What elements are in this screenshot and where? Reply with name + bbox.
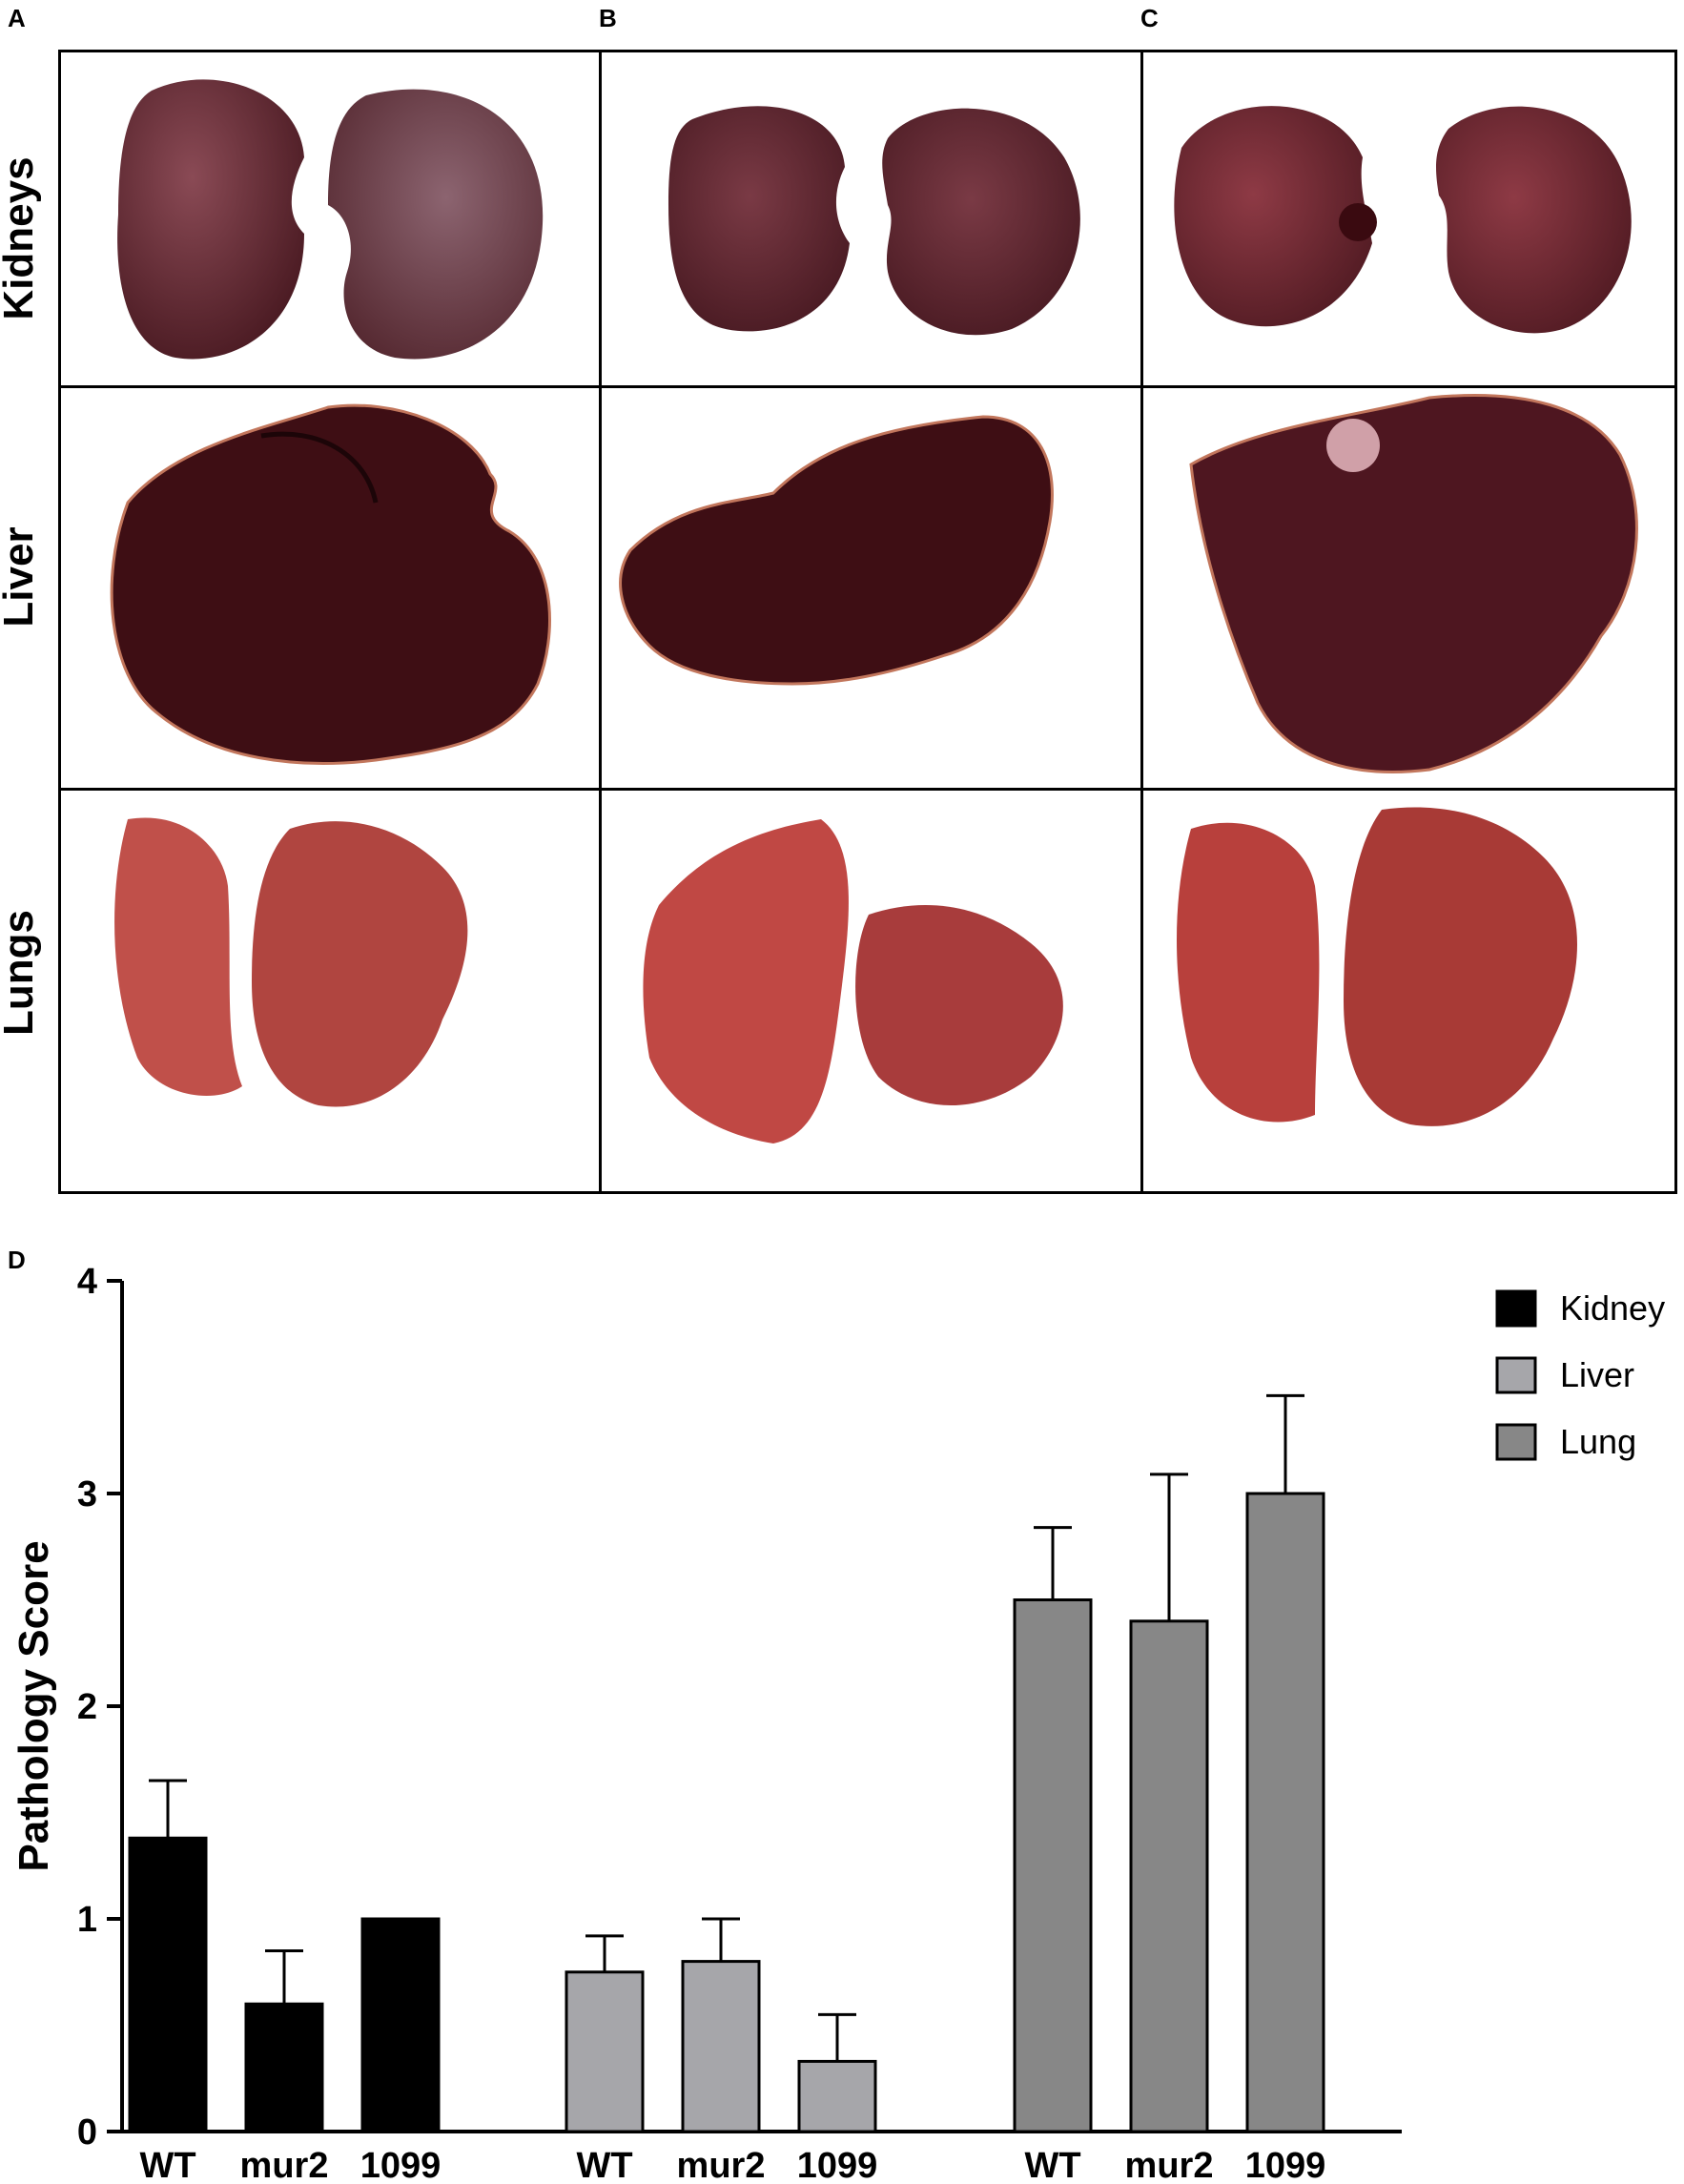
row-label-liver: Liver (0, 526, 42, 628)
grid-divider (1140, 52, 1143, 1191)
legend-swatch-kidney (1495, 1289, 1537, 1328)
liver-photo-c (1189, 394, 1638, 773)
x-tick-label: mur2 (677, 2146, 766, 2184)
lungs-photo-a (114, 817, 468, 1107)
y-tick-label: 0 (77, 2112, 97, 2153)
kidneys-photo-c (1174, 106, 1632, 334)
bar-kidney-wt (128, 1836, 208, 2133)
organ-photo-grid (58, 50, 1677, 1194)
legend-label-lung: Lung (1560, 1422, 1636, 1461)
panel-label-d: D (8, 1246, 26, 1274)
legend-swatch-liver (1495, 1356, 1537, 1394)
x-tick-label: 1099 (360, 2146, 442, 2184)
x-tick-label: mur2 (1125, 2146, 1214, 2184)
x-tick-label: 1099 (1245, 2146, 1326, 2184)
bar-kidney-mur2 (244, 2002, 324, 2133)
chart-legend: Kidney Liver Lung (1495, 1288, 1665, 1461)
x-tick-label: WT (1024, 2146, 1080, 2184)
row-label-kidneys: Kidneys (0, 156, 42, 320)
y-tick-label: 1 (77, 1900, 97, 1940)
x-tick-label: WT (139, 2146, 195, 2184)
bar-lung-1099 (1245, 1492, 1325, 2133)
lungs-photo-b (643, 819, 1063, 1144)
bar-kidney-1099 (360, 1917, 441, 2133)
panel-label-c: C (1140, 4, 1159, 32)
grid-divider (61, 385, 1674, 388)
legend-label-liver: Liver (1560, 1355, 1634, 1394)
chart-x-tick-labels: WT mur2 1099 WT mur2 1099 WT mur2 1099 (139, 2146, 1325, 2184)
bar-lung-mur2 (1129, 1619, 1209, 2133)
lungs-photo-c (1177, 807, 1577, 1126)
y-tick-label: 3 (77, 1474, 97, 1514)
liver-photo-b (619, 415, 1054, 686)
panel-label-a: A (8, 4, 26, 32)
legend-swatch-lung (1495, 1423, 1537, 1461)
x-tick-label: WT (576, 2146, 632, 2184)
x-tick-label: mur2 (240, 2146, 329, 2184)
panel-label-b: B (599, 4, 617, 32)
bar-liver-mur2 (681, 1960, 761, 2133)
kidneys-photo-b (668, 106, 1080, 336)
bar-liver-wt (565, 1970, 645, 2133)
row-label-lungs: Lungs (0, 910, 42, 1036)
chart-bars (128, 1393, 1325, 2133)
x-tick-label: 1099 (797, 2146, 878, 2184)
liver-photo-a (110, 403, 551, 765)
chart-y-tick-labels: 0 1 2 3 4 (77, 1262, 97, 2153)
bar-lung-wt (1013, 1598, 1093, 2133)
y-tick-label: 2 (77, 1687, 97, 1727)
y-axis-label: Pathology Score (10, 1540, 57, 1871)
y-tick-label: 4 (77, 1262, 97, 1302)
grid-divider (61, 788, 1674, 791)
kidneys-photo-a (117, 79, 544, 360)
legend-label-kidney: Kidney (1560, 1288, 1665, 1328)
grid-divider (599, 52, 602, 1191)
bar-liver-1099 (797, 2059, 877, 2133)
pathology-bar-chart: WT mur2 1099 WT mur2 1099 WT mur2 1099 0 1 2 3 4 Pat… (10, 1262, 1665, 2184)
